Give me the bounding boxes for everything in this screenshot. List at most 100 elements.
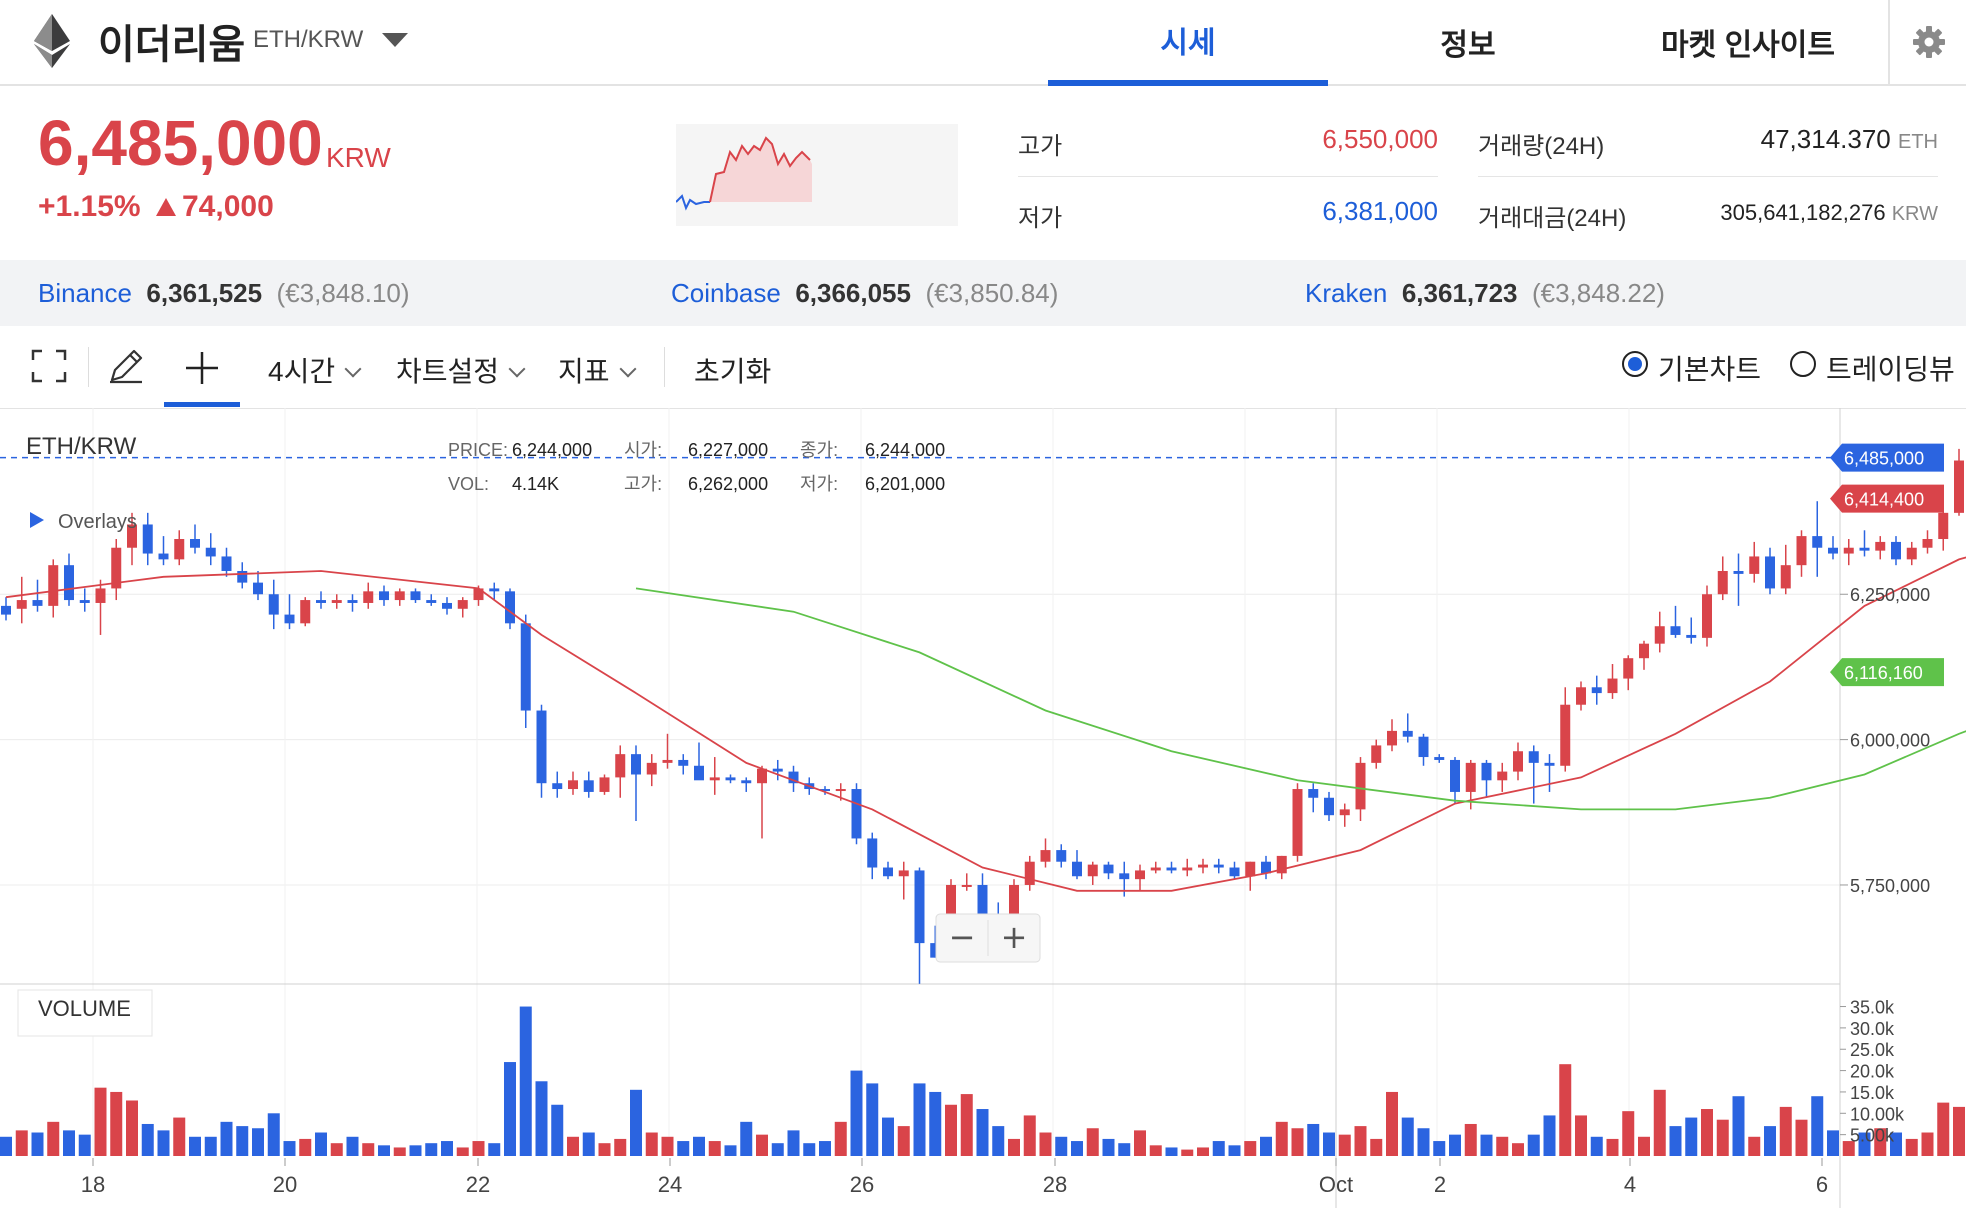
overlays-toggle[interactable]: Overlays: [58, 511, 137, 533]
candle-body: [1087, 864, 1098, 877]
volume-tick-label: 25.0k: [1850, 1040, 1895, 1060]
zoom-in-button[interactable]: +: [1001, 918, 1028, 956]
exchange-coinbase[interactable]: Coinbase 6,366,055 (€3,850.84): [671, 278, 1058, 309]
crosshair-tool-button[interactable]: [164, 332, 240, 407]
radio-selected-dot: [1628, 357, 1642, 371]
divider: [1018, 176, 1438, 177]
candle-body: [363, 591, 374, 603]
indicators-dropdown[interactable]: 지표: [558, 350, 637, 390]
volume-tick-label: 10.00k: [1850, 1104, 1905, 1124]
volume-bar: [598, 1143, 611, 1156]
low-value: 6,381,000: [1322, 196, 1438, 226]
exchange-kraken[interactable]: Kraken 6,361,723 (€3,848.22): [1305, 278, 1665, 309]
ma-short-line: [5, 556, 1966, 892]
candle-body: [1418, 736, 1429, 758]
volume-bar: [1307, 1123, 1320, 1156]
candle-body: [1513, 751, 1523, 772]
candle-body: [851, 789, 862, 839]
chart-settings-dropdown[interactable]: 차트설정: [396, 350, 526, 390]
pair-dropdown-caret-icon[interactable]: [382, 33, 408, 47]
volume-bar: [1795, 1119, 1808, 1156]
volume-series: [0, 1006, 1965, 1156]
volume-bar: [1622, 1111, 1635, 1156]
basic-chart-label[interactable]: 기본차트: [1658, 354, 1762, 385]
candle-body: [1355, 762, 1366, 810]
volume-bar: [173, 1117, 186, 1156]
candle-body: [1056, 850, 1067, 862]
candle-body: [1765, 556, 1775, 589]
reset-button[interactable]: 초기화: [694, 356, 772, 387]
volume-bar: [1197, 1147, 1209, 1156]
volume-bar: [1354, 1126, 1367, 1156]
time-tick-label: 28: [1043, 1172, 1067, 1197]
volume-bar: [236, 1126, 249, 1156]
zoom-out-button[interactable]: −: [949, 918, 976, 956]
volume-bar: [346, 1136, 359, 1156]
candle-body: [300, 600, 311, 624]
pencil-icon[interactable]: [106, 346, 146, 386]
interval-label: 4시간: [268, 356, 336, 387]
candle-body: [678, 759, 689, 766]
volume-bar: [724, 1145, 737, 1156]
price-tag: [1830, 658, 1944, 687]
candle-body: [1859, 547, 1870, 551]
candle-body: [1024, 861, 1035, 885]
candle-body: [1528, 751, 1539, 763]
volume-unit: ETH: [1898, 131, 1938, 153]
exchange-name: Kraken: [1305, 278, 1388, 308]
exchange-binance[interactable]: Binance 6,361,525 (€3,848.10): [38, 278, 410, 309]
candle-body: [709, 777, 720, 781]
volume-bar: [1464, 1123, 1477, 1156]
candle-body: [1387, 730, 1397, 746]
volume-bar: [1338, 1134, 1351, 1156]
volume-bar: [0, 1136, 12, 1156]
time-tick-label: 2: [1434, 1172, 1446, 1197]
volume-bar: [756, 1134, 768, 1156]
tradingview-label[interactable]: 트레이딩뷰: [1826, 354, 1955, 385]
candle-body: [898, 870, 909, 877]
volume-bar: [110, 1091, 123, 1156]
sparkline-area: [710, 138, 812, 202]
exchange-name: Binance: [38, 278, 132, 308]
volume-bar: [1055, 1136, 1068, 1156]
candle-body: [583, 780, 594, 792]
candle-body: [1182, 867, 1193, 871]
volume-bar: [1748, 1136, 1761, 1156]
candlestick-series: [1, 448, 1964, 984]
radio-tradingview[interactable]: [1790, 351, 1816, 377]
change-percent: +1.15%: [38, 190, 141, 223]
tab-price[interactable]: 시세: [1048, 0, 1328, 86]
volume-bar: [834, 1121, 847, 1156]
fullscreen-icon[interactable]: [30, 348, 68, 384]
volume-bar: [15, 1130, 28, 1156]
candle-body: [1954, 460, 1964, 513]
volume-bar: [204, 1136, 217, 1156]
candle-body: [552, 783, 563, 790]
candle-body: [174, 539, 185, 560]
volume-bar: [47, 1121, 60, 1156]
volume-bar: [630, 1089, 642, 1156]
candle-body: [142, 524, 153, 554]
candle-body: [158, 553, 169, 560]
tab-market-insight[interactable]: 마켓 인사이트: [1661, 29, 1835, 62]
candle-body: [1796, 536, 1807, 566]
candle-body: [1119, 873, 1130, 880]
legend-high-value: 6,262,000: [688, 474, 768, 494]
candle-body: [772, 768, 783, 772]
high-value: 6,550,000: [1322, 124, 1438, 154]
interval-dropdown[interactable]: 4시간: [268, 350, 362, 390]
candle-body: [316, 600, 326, 603]
tab-info[interactable]: 정보: [1440, 29, 1496, 62]
volume-bar: [1386, 1091, 1398, 1156]
radio-basic-chart[interactable]: [1622, 351, 1648, 377]
candle-body: [1938, 512, 1949, 540]
volume-bar: [1181, 1149, 1194, 1156]
settings-button[interactable]: [1888, 0, 1966, 84]
candle-body: [914, 870, 925, 944]
overlays-caret-icon[interactable]: [30, 512, 44, 528]
candle-body: [1733, 570, 1744, 574]
volume-value: 47,314.370: [1760, 124, 1891, 154]
candle-body: [426, 600, 437, 603]
volume-bar: [315, 1132, 327, 1156]
